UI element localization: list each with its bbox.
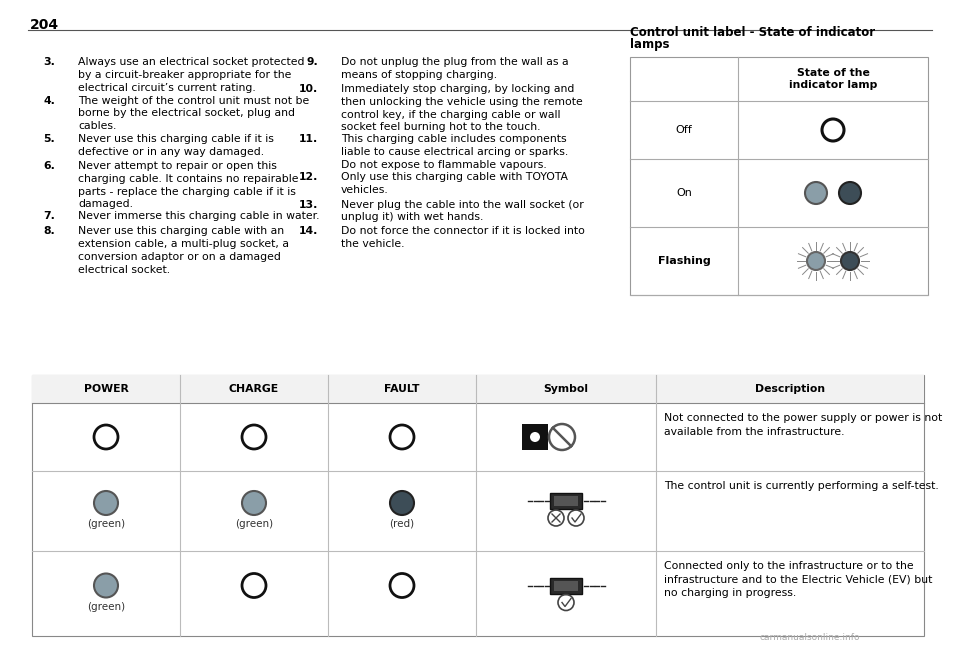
Bar (32, 375, 924, 403)
Text: lamps: lamps (630, 38, 669, 51)
Text: On: On (676, 188, 692, 198)
Text: Control unit label - State of indicator: Control unit label - State of indicator (630, 26, 876, 39)
Text: Immediately stop charging, by locking and
then unlocking the vehicle using the r: Immediately stop charging, by locking an… (341, 84, 583, 132)
Text: Off: Off (676, 125, 692, 135)
Text: This charging cable includes components
liable to cause electrical arcing or spa: This charging cable includes components … (341, 134, 568, 169)
Circle shape (94, 574, 118, 598)
Text: Connected only to the infrastructure or to the
infrastructure and to the Electri: Connected only to the infrastructure or … (664, 561, 932, 598)
Bar (550, 578, 582, 593)
Text: carmanualsonline.info: carmanualsonline.info (760, 633, 860, 642)
Text: Always use an electrical socket protected
by a circuit-breaker appropriate for t: Always use an electrical socket protecte… (78, 57, 304, 93)
Text: 10.: 10. (299, 84, 318, 94)
Text: Symbol: Symbol (543, 384, 588, 394)
Circle shape (841, 252, 859, 270)
Circle shape (805, 182, 827, 204)
Text: Never use this charging cable with an
extension cable, a multi-plug socket, a
co: Never use this charging cable with an ex… (78, 227, 289, 275)
Text: Never attempt to repair or open this
charging cable. It contains no repairable
p: Never attempt to repair or open this cha… (78, 161, 299, 210)
Circle shape (530, 432, 540, 442)
Text: 9.: 9. (306, 57, 318, 67)
Circle shape (807, 252, 825, 270)
Text: 12.: 12. (299, 173, 318, 182)
Bar (32, 375, 924, 636)
Text: Never immerse this charging cable in water.: Never immerse this charging cable in wat… (78, 211, 320, 221)
Text: (green): (green) (87, 602, 125, 611)
Circle shape (839, 182, 861, 204)
Bar (630, 57, 928, 295)
Text: State of the
indicator lamp: State of the indicator lamp (789, 67, 877, 90)
Text: 204: 204 (30, 18, 60, 32)
Text: 8.: 8. (43, 227, 55, 236)
Text: Only use this charging cable with TOYOTA
vehicles.: Only use this charging cable with TOYOTA… (341, 173, 568, 195)
Text: Description: Description (755, 384, 825, 394)
Circle shape (242, 491, 266, 515)
Text: 4.: 4. (43, 95, 55, 106)
Text: (green): (green) (87, 519, 125, 529)
Text: (green): (green) (235, 519, 273, 529)
Text: 3.: 3. (43, 57, 55, 67)
Bar (550, 493, 582, 509)
Text: (red): (red) (390, 519, 415, 529)
Bar (522, 424, 548, 450)
Text: Not connected to the power supply or power is not
available from the infrastruct: Not connected to the power supply or pow… (664, 413, 943, 437)
Text: Flashing: Flashing (658, 256, 710, 266)
Text: Never use this charging cable if it is
defective or in any way damaged.: Never use this charging cable if it is d… (78, 134, 274, 157)
Text: 6.: 6. (43, 161, 55, 171)
Text: 14.: 14. (299, 227, 318, 236)
Text: 13.: 13. (299, 199, 318, 210)
Text: 7.: 7. (43, 211, 55, 221)
Text: 5.: 5. (43, 134, 55, 144)
Bar (554, 496, 578, 506)
Bar (554, 580, 578, 591)
Text: Do not force the connector if it is locked into
the vehicle.: Do not force the connector if it is lock… (341, 227, 585, 249)
Circle shape (390, 491, 414, 515)
Text: Never plug the cable into the wall socket (or
unplug it) with wet hands.: Never plug the cable into the wall socke… (341, 199, 584, 223)
Text: FAULT: FAULT (384, 384, 420, 394)
Text: CHARGE: CHARGE (228, 384, 279, 394)
Circle shape (94, 491, 118, 515)
Text: The weight of the control unit must not be
borne by the electrical socket, plug : The weight of the control unit must not … (78, 95, 309, 131)
Text: POWER: POWER (84, 384, 129, 394)
Text: 11.: 11. (299, 134, 318, 144)
Text: Do not unplug the plug from the wall as a
means of stopping charging.: Do not unplug the plug from the wall as … (341, 57, 568, 80)
Text: The control unit is currently performing a self-test.: The control unit is currently performing… (664, 481, 939, 491)
